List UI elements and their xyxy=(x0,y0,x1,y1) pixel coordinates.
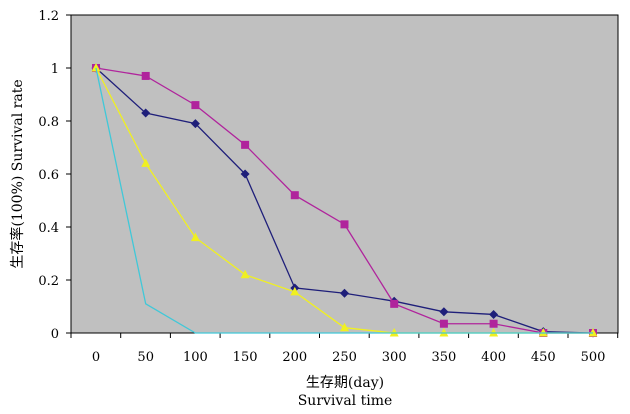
x-tick-label: 350 xyxy=(431,350,456,365)
series-2-point xyxy=(191,101,200,110)
series-3-point xyxy=(538,328,548,337)
series-3-point xyxy=(489,328,499,337)
x-tick-label: 100 xyxy=(183,350,208,365)
y-tick-label: 0.4 xyxy=(38,221,59,236)
x-tick-label: 450 xyxy=(531,350,556,365)
x-tick-label: 200 xyxy=(282,350,307,365)
series-1-point xyxy=(190,119,200,129)
series-4 xyxy=(95,67,593,334)
x-tick-label: 50 xyxy=(137,350,154,365)
y-axis: 0 0.2 0.4 0.6 0.8 1 1.2 xyxy=(38,9,71,342)
x-axis-subtitle: Survival time xyxy=(298,393,393,409)
series-2-point xyxy=(290,191,299,200)
y-tick-label: 0.2 xyxy=(38,274,59,289)
series-3-point xyxy=(141,158,151,167)
x-tick-label: 400 xyxy=(481,350,506,365)
series-1-point xyxy=(240,169,250,179)
series-4-line xyxy=(95,67,593,334)
series-layer xyxy=(91,63,598,338)
series-3-point xyxy=(340,322,349,332)
y-tick-label: 0 xyxy=(51,327,59,342)
series-3-point xyxy=(439,328,449,337)
series-2-point xyxy=(390,299,399,308)
series-2-point xyxy=(340,220,349,229)
y-tick-label: 1.2 xyxy=(38,9,59,24)
x-tick-label: 500 xyxy=(581,350,606,365)
series-1-point xyxy=(489,309,499,319)
series-3-point xyxy=(290,286,300,296)
series-2-point xyxy=(439,319,448,328)
series-3-point xyxy=(588,328,598,337)
x-tick-label: 250 xyxy=(332,350,357,365)
y-axis-title: 生存率(100%) Survival rate xyxy=(9,79,26,268)
series-3-point xyxy=(240,269,250,279)
y-tick-label: 0.8 xyxy=(38,115,59,130)
x-tick-label: 0 xyxy=(92,350,100,365)
series-3-point xyxy=(91,63,101,72)
series-1-point xyxy=(439,307,449,317)
series-3-point xyxy=(190,232,200,242)
series-2-point xyxy=(141,71,150,80)
x-tick-label: 150 xyxy=(233,350,258,365)
series-2-point xyxy=(241,140,250,149)
series-2-point xyxy=(489,319,498,328)
y-tick-label: 0.6 xyxy=(38,168,59,183)
x-axis-title: 生存期(day) xyxy=(306,375,384,391)
series-1-point xyxy=(340,288,349,298)
series-1-point xyxy=(141,108,151,118)
x-axis: 0 50 100 150 200 250 300 350 400 450 500 xyxy=(70,333,619,365)
plot-area xyxy=(70,14,619,334)
x-tick-label: 300 xyxy=(382,350,407,365)
y-tick-label: 1 xyxy=(51,62,59,77)
series-3-point xyxy=(389,328,399,337)
